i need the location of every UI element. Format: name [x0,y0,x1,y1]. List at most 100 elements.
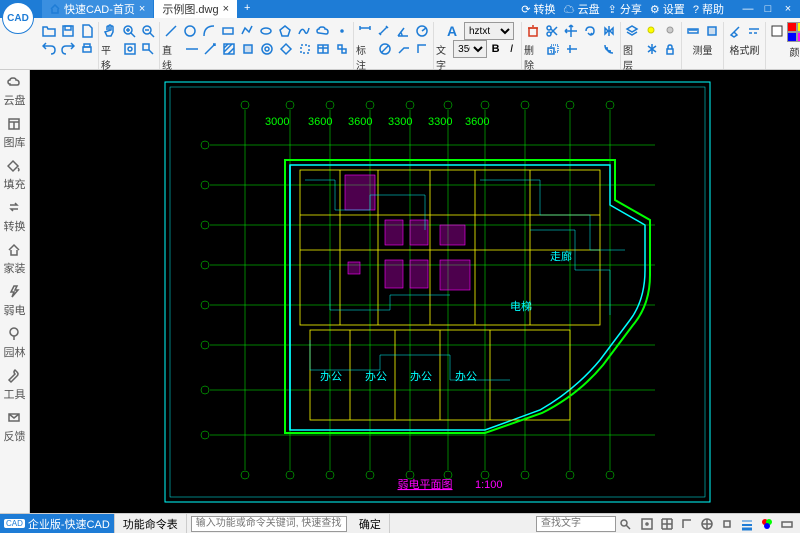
zoom-in-button[interactable] [120,22,138,40]
print-button[interactable] [78,40,96,58]
layer-on-button[interactable] [642,22,660,40]
tab-file[interactable]: 示例图.dwg × [154,0,238,18]
open-button[interactable] [40,22,58,40]
drawing-canvas[interactable]: 弱电平面图 1:100 [30,70,800,513]
dim-aligned-button[interactable] [375,22,393,40]
wipeout-button[interactable] [296,40,314,58]
cmd-table-button[interactable]: 功能命令表 [115,514,187,533]
bold-button[interactable]: B [488,40,503,58]
color-icon[interactable] [760,517,774,531]
polyline-button[interactable] [238,22,256,40]
italic-button[interactable]: I [504,40,519,58]
lwt-icon[interactable] [740,517,754,531]
cloud-link[interactable]: ☁ 云盘 [564,1,600,17]
dim-linear-button[interactable] [356,22,374,40]
leader-button[interactable] [395,40,413,58]
polygon-button[interactable] [276,22,294,40]
trim-button[interactable] [563,40,581,58]
redo-button[interactable] [59,40,77,58]
dim-angular-button[interactable] [394,22,412,40]
settings-link[interactable]: ⚙ 设置 [650,1,685,17]
share-link[interactable]: ⇪ 分享 [608,1,642,17]
size-select[interactable]: 350 [453,40,487,58]
format-brush-button[interactable] [726,22,744,40]
sidebar-library[interactable]: 图库 [0,112,29,154]
arc-button[interactable] [200,22,218,40]
tab-home[interactable]: 快速CAD-首页 × [42,0,154,18]
color-blue[interactable] [787,32,797,42]
sidebar-home[interactable]: 家装 [0,238,29,280]
boundary-button[interactable] [277,40,295,58]
layer-lock-button[interactable] [662,40,679,58]
spline-button[interactable] [295,22,313,40]
zoom-window-button[interactable] [140,40,157,58]
pan-button[interactable] [101,22,119,40]
polar-icon[interactable] [700,517,714,531]
add-tab-button[interactable]: + [238,0,256,18]
point-button[interactable] [333,22,351,40]
zoom-out-button[interactable] [139,22,157,40]
donut-button[interactable] [258,40,276,58]
measure-area-button[interactable] [703,22,721,40]
snap-icon[interactable] [640,517,654,531]
close-icon[interactable]: × [139,3,145,15]
ortho-icon[interactable] [680,517,694,531]
grid-icon[interactable] [660,517,674,531]
line-button[interactable] [162,22,180,40]
new-button[interactable] [78,22,96,40]
sidebar-convert[interactable]: 转换 [0,196,29,238]
color-red[interactable] [787,22,797,32]
hatch-button[interactable] [220,40,238,58]
layer-freeze-button[interactable] [643,40,660,58]
sidebar-weak[interactable]: 弱电 [0,280,29,322]
bylayer-button[interactable] [768,22,786,40]
circle-button[interactable] [181,22,199,40]
search-button[interactable] [616,515,634,533]
scale-button[interactable] [545,40,563,58]
sidebar-cloud[interactable]: 云盘 [0,70,29,112]
measure-dist-button[interactable] [684,22,702,40]
convert-link[interactable]: ⟳ 转换 [521,1,555,17]
text-button[interactable]: A [441,22,463,40]
mirror-button[interactable] [600,22,618,40]
app-logo[interactable]: CAD [2,2,34,34]
dyn-icon[interactable] [780,517,794,531]
ellipse-button[interactable] [257,22,275,40]
undo-button[interactable] [40,40,58,58]
extend-button[interactable] [582,40,600,58]
save-button[interactable] [59,22,77,40]
close-icon[interactable]: × [223,3,229,15]
layer-button[interactable] [623,22,641,40]
sidebar-tools[interactable]: 工具 [0,364,29,406]
offset-button[interactable] [600,40,618,58]
region-button[interactable] [239,40,257,58]
delete-button[interactable] [524,22,542,40]
table-button[interactable] [314,40,332,58]
linetype-button[interactable] [745,22,763,40]
layer-off-button[interactable] [661,22,679,40]
sidebar-garden[interactable]: 园林 [0,322,29,364]
xline-button[interactable] [183,40,201,58]
rotate-button[interactable] [581,22,599,40]
zoom-extent-button[interactable] [121,40,138,58]
maximize-button[interactable]: □ [760,3,776,15]
block-button[interactable] [333,40,351,58]
close-button[interactable]: × [780,3,796,15]
copy-button[interactable] [543,22,561,40]
search-input[interactable] [536,516,616,532]
dim-radius-button[interactable] [413,22,431,40]
cloud-button[interactable] [314,22,332,40]
help-link[interactable]: ? 帮助 [693,1,724,17]
font-select[interactable]: hztxt [464,22,514,40]
command-input[interactable] [191,516,347,532]
minimize-button[interactable]: — [740,3,756,15]
move-button[interactable] [562,22,580,40]
osnap-icon[interactable] [720,517,734,531]
sidebar-fill[interactable]: 填充 [0,154,29,196]
ray-button[interactable] [202,40,220,58]
sidebar-feedback[interactable]: 反馈 [0,406,29,448]
dim-ord-button[interactable] [413,40,431,58]
dim-diameter-button[interactable] [376,40,394,58]
rect-button[interactable] [219,22,237,40]
ok-button[interactable]: 确定 [351,514,390,533]
